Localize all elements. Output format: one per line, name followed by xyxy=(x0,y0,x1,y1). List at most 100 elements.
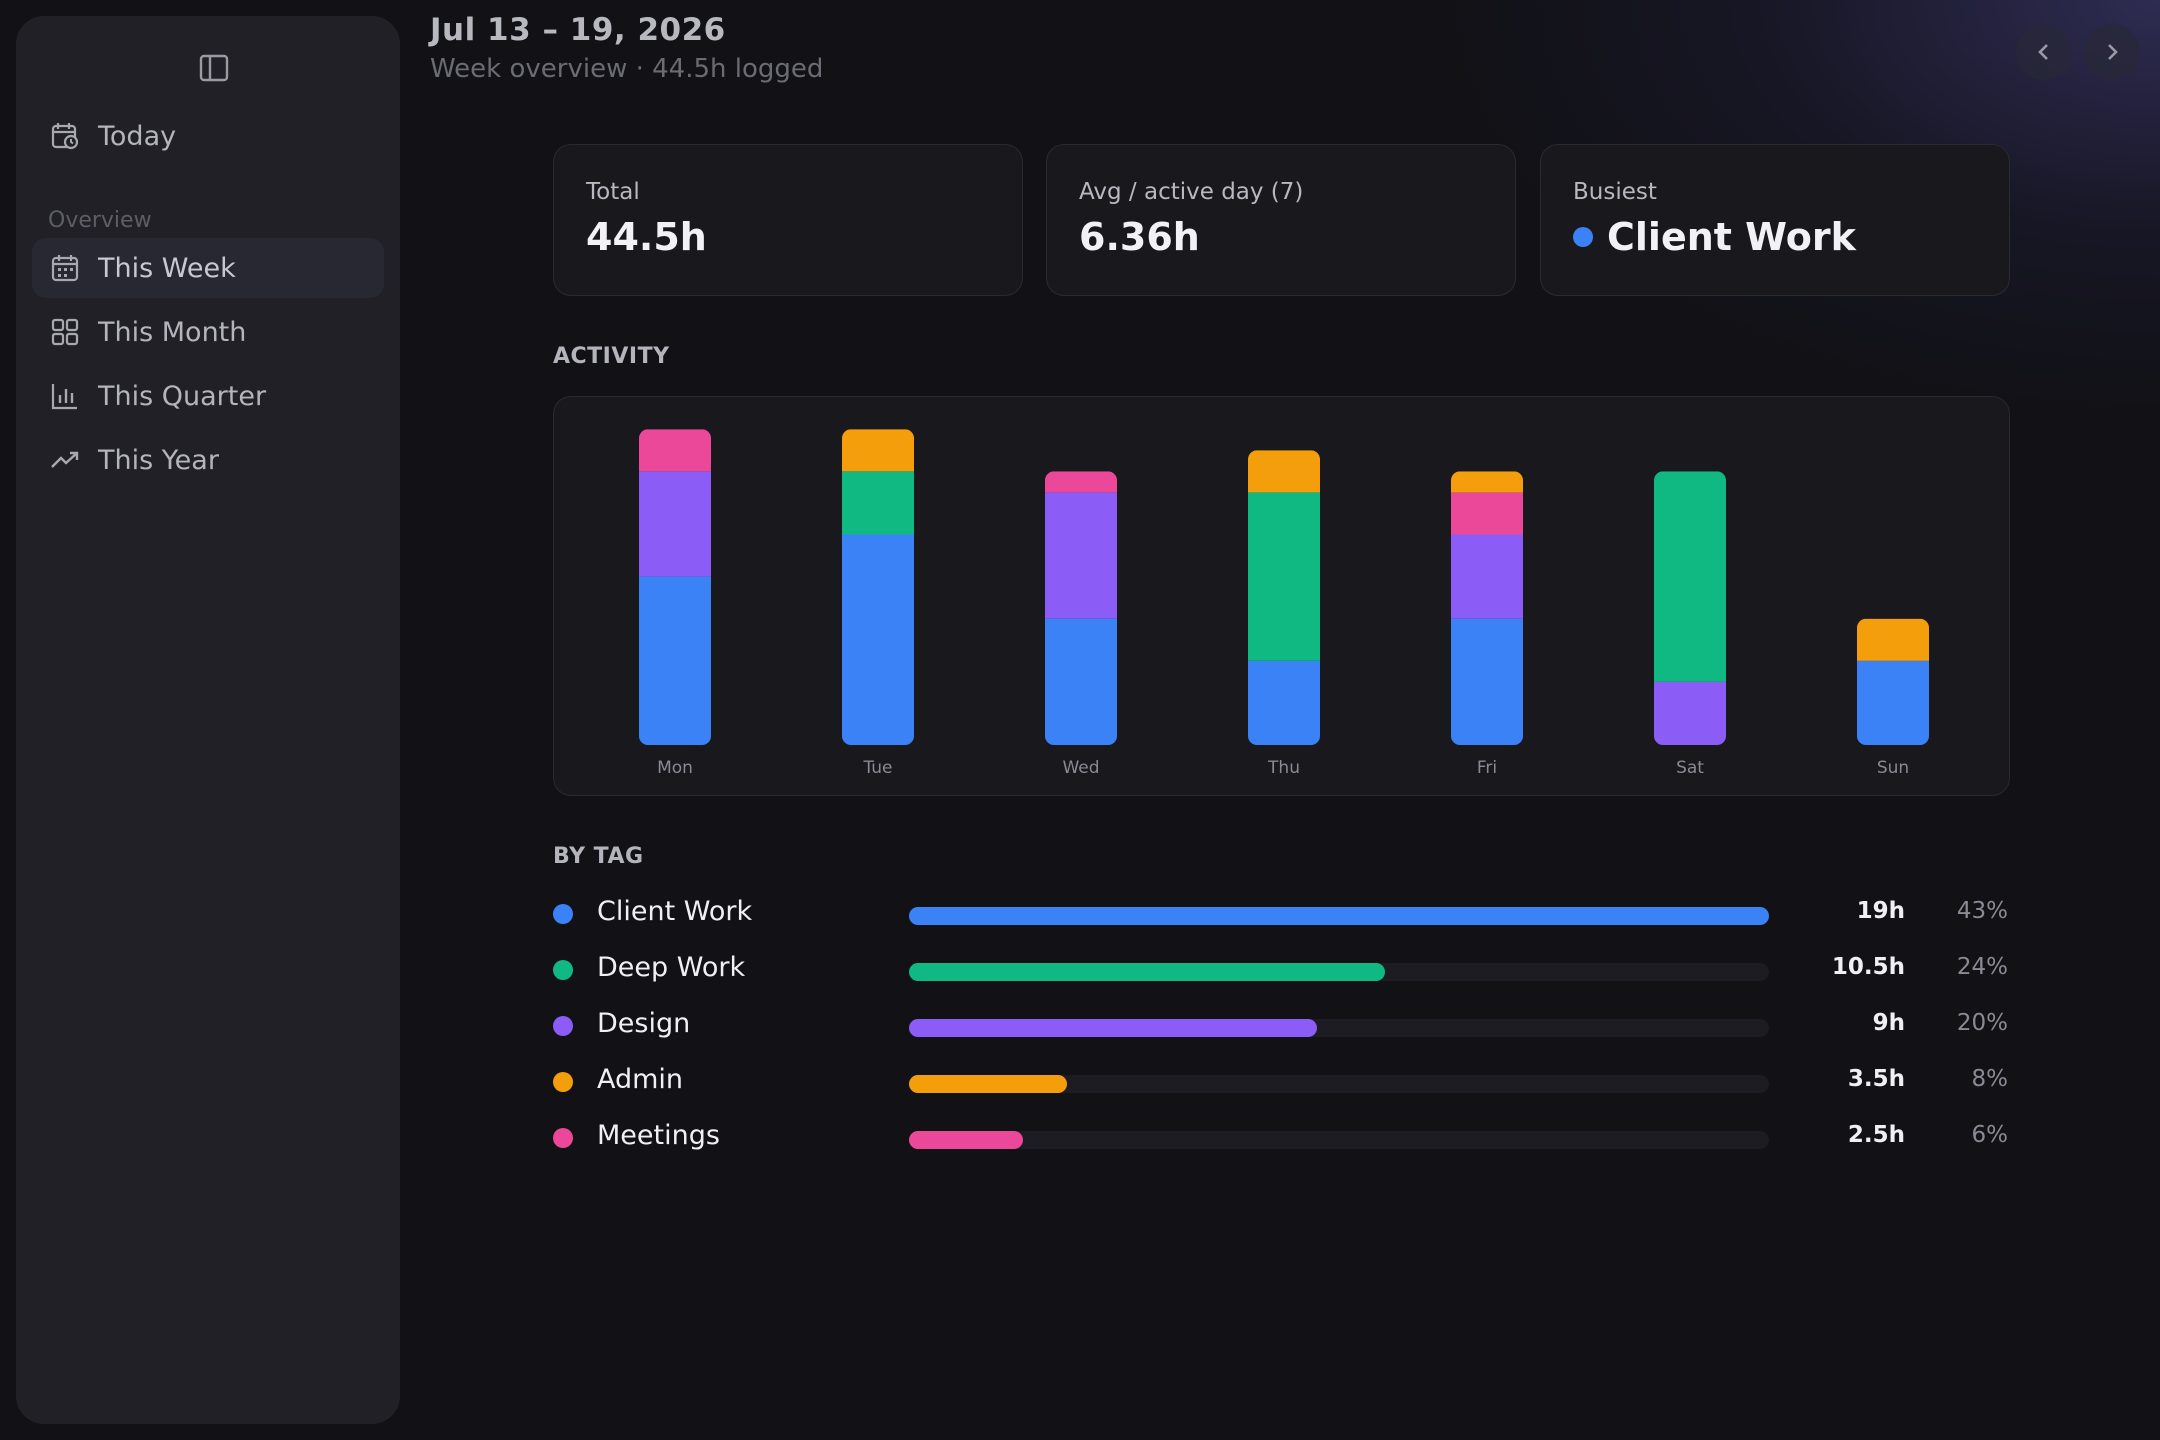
bar-segment-admin xyxy=(1451,471,1523,493)
page-subtitle: Week overview · 44.5h logged xyxy=(430,54,824,84)
bar-segment-meetings xyxy=(1045,471,1117,493)
tag-progress-track xyxy=(909,907,1769,925)
bar-segment-meetings xyxy=(639,429,711,472)
tag-row[interactable]: Deep Work 10.5h 24% xyxy=(553,950,2008,990)
activity-chart: Mon Tue Wed Thu Fri Sat Sun xyxy=(553,396,2010,796)
tag-progress-track xyxy=(909,1075,1769,1093)
tag-progress-fill xyxy=(909,1131,1023,1149)
x-tick-label: Sun xyxy=(1877,758,1909,778)
bar-segment-admin xyxy=(1857,618,1929,661)
previous-period-button[interactable] xyxy=(2016,24,2072,80)
x-tick-label: Wed xyxy=(1062,758,1099,778)
bar-segment-client-work xyxy=(1857,660,1929,745)
tag-name: Deep Work xyxy=(597,952,746,983)
tag-percent: 20% xyxy=(1956,1010,2008,1036)
bar-segment-client-work xyxy=(842,534,914,745)
calendar-clock-icon xyxy=(48,119,82,153)
tag-progress-track xyxy=(909,1131,1769,1149)
bar-segment-client-work xyxy=(639,576,711,745)
tag-progress-track xyxy=(909,963,1769,981)
x-tick-label: Tue xyxy=(862,758,892,778)
tag-color-dot xyxy=(553,960,573,980)
period-navigation xyxy=(2016,24,2140,80)
bar-tue xyxy=(842,429,914,745)
x-tick-label: Fri xyxy=(1477,758,1497,778)
activity-heading: ACTIVITY xyxy=(553,344,670,369)
tag-row[interactable]: Meetings 2.5h 6% xyxy=(553,1118,2008,1158)
bar-segment-admin xyxy=(1248,450,1320,493)
bar-sat xyxy=(1654,471,1726,745)
avg-card: Avg / active day (7) 6.36h xyxy=(1046,144,1516,296)
activity-chart-svg: Mon Tue Wed Thu Fri Sat Sun xyxy=(639,429,1929,778)
bar-thu xyxy=(1248,450,1320,745)
tag-progress-fill xyxy=(909,1019,1317,1037)
bar-segment-design xyxy=(1451,534,1523,619)
tag-row[interactable]: Admin 3.5h 8% xyxy=(553,1062,2008,1102)
busiest-color-dot xyxy=(1573,227,1593,247)
bar-sun xyxy=(1857,618,1929,745)
grid-icon xyxy=(48,315,82,349)
sidebar-item-this-week[interactable]: This Week xyxy=(32,238,384,298)
busiest-tag-name: Client Work xyxy=(1607,215,1856,259)
tag-color-dot xyxy=(553,904,573,924)
bar-segment-design xyxy=(1045,492,1117,619)
tag-percent: 8% xyxy=(1971,1066,2009,1092)
sidebar-item-label: Today xyxy=(98,120,177,152)
tag-hours: 9h xyxy=(1872,1010,1905,1036)
tag-name: Admin xyxy=(597,1064,684,1095)
sidebar: Today Overview This Week This Month This… xyxy=(16,16,400,1424)
busiest-value: Client Work xyxy=(1573,215,1856,259)
sidebar-item-label: This Month xyxy=(98,316,247,348)
busiest-label: Busiest xyxy=(1573,179,1657,205)
bar-segment-admin xyxy=(842,429,914,472)
bar-segment-client-work xyxy=(1451,618,1523,745)
tag-progress-fill xyxy=(909,1075,1068,1093)
tag-row[interactable]: Client Work 19h 43% xyxy=(553,894,2008,934)
sidebar-item-this-month[interactable]: This Month xyxy=(32,302,384,362)
bar-segment-client-work xyxy=(1045,618,1117,745)
page-title: Jul 13 – 19, 2026 xyxy=(430,12,726,48)
tag-row[interactable]: Design 9h 20% xyxy=(553,1006,2008,1046)
tag-hours: 19h xyxy=(1856,898,1905,924)
bar-segment-client-work xyxy=(1248,660,1320,745)
tag-name: Design xyxy=(597,1008,691,1039)
chevron-right-icon xyxy=(2108,44,2118,60)
sidebar-toggle-icon[interactable] xyxy=(196,50,232,86)
tag-color-dot xyxy=(553,1128,573,1148)
bar-segment-design xyxy=(1654,681,1726,745)
busiest-card: Busiest Client Work xyxy=(1540,144,2010,296)
bar-segment-meetings xyxy=(1451,492,1523,535)
sidebar-item-label: This Week xyxy=(98,252,236,284)
sidebar-item-label: This Quarter xyxy=(98,380,267,412)
trend-up-icon xyxy=(48,443,82,477)
tag-hours: 3.5h xyxy=(1847,1066,1905,1092)
bar-fri xyxy=(1451,471,1523,745)
next-period-button[interactable] xyxy=(2084,24,2140,80)
calendar-icon xyxy=(48,251,82,285)
by-tag-heading: BY TAG xyxy=(553,844,644,869)
avg-value: 6.36h xyxy=(1079,215,1200,259)
sidebar-item-this-year[interactable]: This Year xyxy=(32,430,384,490)
bar-chart-icon xyxy=(48,379,82,413)
total-value: 44.5h xyxy=(586,215,707,259)
tag-progress-fill xyxy=(909,963,1385,981)
bar-segment-deep-work xyxy=(842,471,914,535)
sidebar-section-label: Overview xyxy=(48,208,152,233)
sidebar-item-today[interactable]: Today xyxy=(32,106,384,166)
bar-segment-design xyxy=(639,471,711,577)
tag-hours: 10.5h xyxy=(1831,954,1905,980)
chevron-left-icon xyxy=(2038,44,2048,60)
tag-color-dot xyxy=(553,1016,573,1036)
tag-name: Meetings xyxy=(597,1120,720,1151)
tag-percent: 43% xyxy=(1956,898,2008,924)
x-tick-label: Thu xyxy=(1267,758,1300,778)
bar-segment-deep-work xyxy=(1654,471,1726,682)
sidebar-item-this-quarter[interactable]: This Quarter xyxy=(32,366,384,426)
bar-segment-deep-work xyxy=(1248,492,1320,661)
tag-percent: 6% xyxy=(1971,1122,2009,1148)
x-tick-label: Mon xyxy=(657,758,693,778)
sidebar-item-label: This Year xyxy=(98,444,219,476)
avg-label: Avg / active day (7) xyxy=(1079,179,1304,205)
x-tick-label: Sat xyxy=(1676,758,1704,778)
tag-percent: 24% xyxy=(1956,954,2008,980)
